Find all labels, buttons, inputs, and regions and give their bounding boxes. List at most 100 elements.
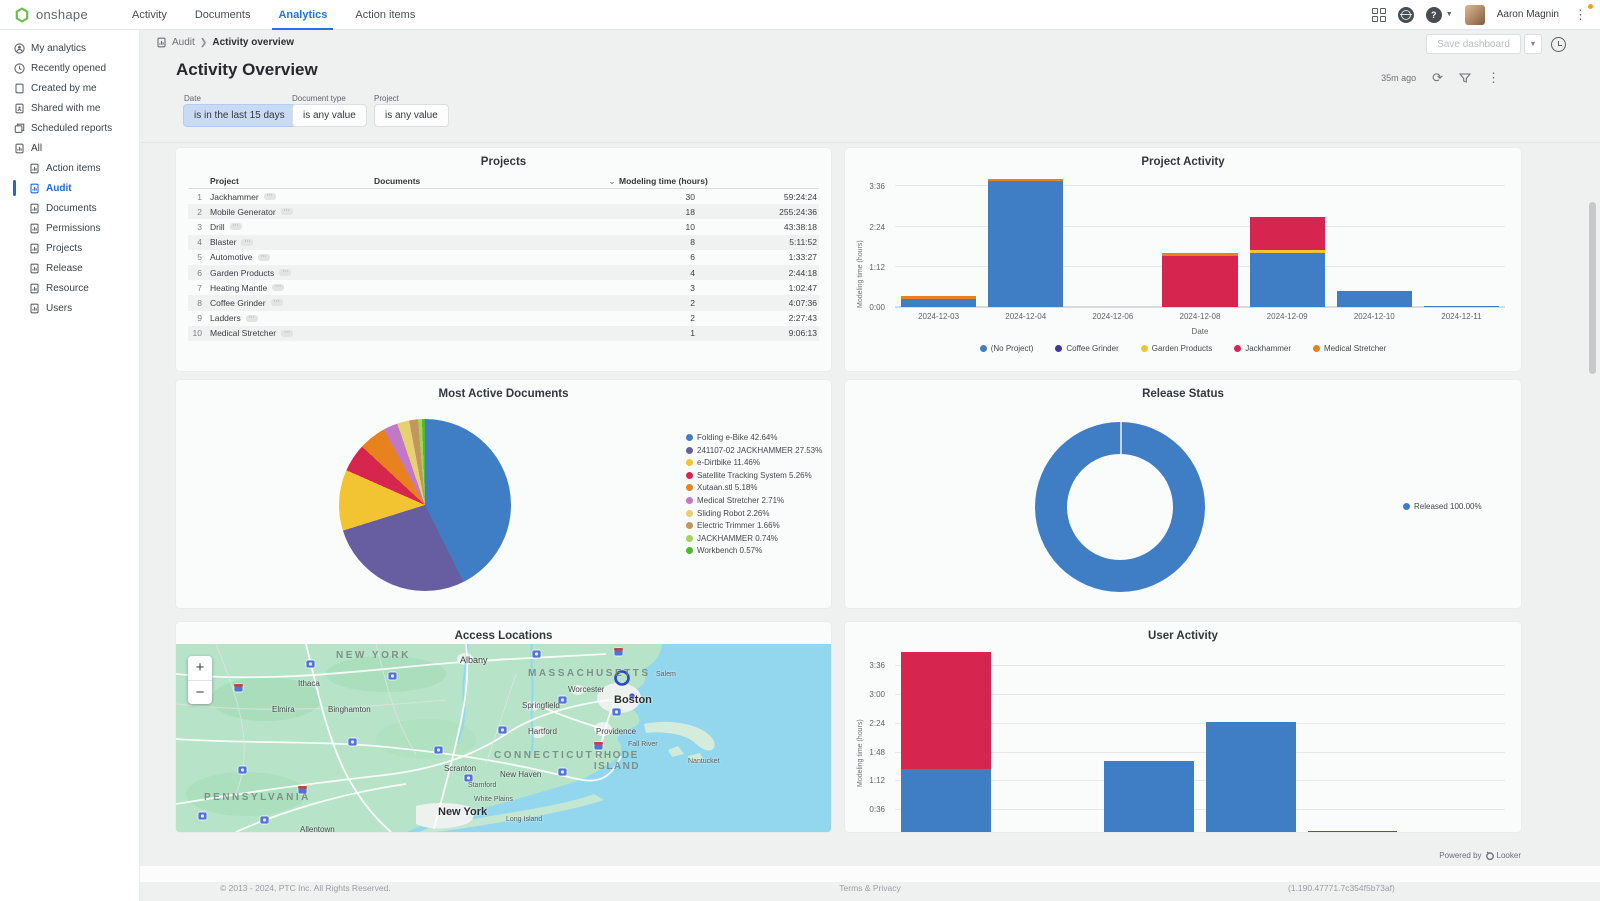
most-active-documents-pie[interactable] bbox=[339, 419, 511, 591]
user-avatar[interactable] bbox=[1464, 4, 1485, 25]
legend-item[interactable]: Xutaan.stl 5.18% bbox=[686, 483, 822, 492]
bar-group[interactable] bbox=[1205, 722, 1296, 832]
map-zoom-in-button[interactable]: + bbox=[188, 656, 212, 681]
col-documents[interactable]: Documents bbox=[374, 176, 421, 186]
filter-chip-date[interactable]: is in the last 15 days bbox=[183, 104, 296, 127]
map-zoom-out-button[interactable]: − bbox=[195, 683, 205, 701]
bar-segment[interactable] bbox=[1249, 249, 1325, 253]
project-menu-icon[interactable]: ⋯ bbox=[270, 299, 283, 307]
filter-chip-document-type[interactable]: is any value bbox=[292, 104, 367, 127]
save-dashboard-button[interactable]: Save dashboard bbox=[1426, 34, 1521, 54]
help-icon[interactable]: ? bbox=[1425, 6, 1442, 23]
filter-chip-project[interactable]: is any value bbox=[374, 104, 449, 127]
refresh-icon[interactable]: ⟳ bbox=[1432, 70, 1443, 85]
sidebar-item-release[interactable]: Release bbox=[0, 258, 139, 278]
footer-terms-link[interactable]: Terms & Privacy bbox=[839, 883, 901, 893]
powered-by-looker[interactable]: Powered by Looker bbox=[1439, 851, 1521, 860]
project-cell[interactable]: Ladders ⋯ bbox=[210, 313, 540, 323]
project-cell[interactable]: Mobile Generator ⋯ bbox=[210, 207, 540, 217]
nav-activity[interactable]: Activity bbox=[132, 8, 167, 21]
bar-segment[interactable] bbox=[1307, 831, 1398, 832]
project-menu-icon[interactable]: ⋯ bbox=[245, 314, 258, 322]
project-menu-icon[interactable]: ⋯ bbox=[229, 223, 242, 231]
project-cell[interactable]: Medical Stretcher ⋯ bbox=[210, 328, 540, 338]
project-name[interactable]: Mobile Generator bbox=[210, 206, 276, 217]
project-cell[interactable]: Heating Mantle ⋯ bbox=[210, 283, 540, 293]
nav-analytics[interactable]: Analytics bbox=[272, 0, 334, 30]
bar-segment[interactable] bbox=[1423, 305, 1499, 307]
dashboard-menu-icon[interactable]: ⋮ bbox=[1487, 70, 1500, 85]
help-caret-icon[interactable]: ▼ bbox=[1445, 11, 1453, 18]
project-name[interactable]: Automotive bbox=[210, 252, 253, 263]
project-menu-icon[interactable]: ⋯ bbox=[280, 208, 293, 216]
overflow-menu-icon[interactable]: ⋮ bbox=[1571, 3, 1593, 23]
bar-segment[interactable] bbox=[901, 651, 991, 770]
legend-item[interactable]: Coffee Grinder bbox=[1055, 344, 1119, 353]
legend-item[interactable]: Released 100.00% bbox=[1403, 502, 1482, 511]
bar-group[interactable] bbox=[1249, 216, 1325, 307]
bar-segment[interactable] bbox=[1162, 255, 1238, 307]
sidebar-item-resource[interactable]: Resource bbox=[0, 278, 139, 298]
sidebar-item-created-by-me[interactable]: Created by me bbox=[0, 78, 139, 98]
apps-grid-icon[interactable] bbox=[1371, 7, 1386, 22]
project-name[interactable]: Blaster bbox=[210, 237, 237, 248]
sidebar-item-all[interactable]: All bbox=[0, 138, 139, 158]
legend-item[interactable]: Electric Trimmer 1.66% bbox=[686, 521, 822, 530]
sidebar-item-projects[interactable]: Projects bbox=[0, 238, 139, 258]
legend-item[interactable]: Jackhammer bbox=[1234, 344, 1291, 353]
sidebar-item-scheduled-reports[interactable]: Scheduled reports bbox=[0, 118, 139, 138]
user-activity-plot[interactable] bbox=[895, 646, 1505, 832]
legend-item[interactable]: Workbench 0.57% bbox=[686, 546, 822, 555]
project-cell[interactable]: Drill ⋯ bbox=[210, 222, 540, 232]
access-marker-cluster[interactable] bbox=[614, 670, 630, 686]
project-cell[interactable]: Blaster ⋯ bbox=[210, 237, 540, 247]
sidebar-item-recently-opened[interactable]: Recently opened bbox=[0, 58, 139, 78]
bar-group[interactable] bbox=[901, 651, 991, 832]
project-name[interactable]: Jackhammer bbox=[210, 191, 259, 202]
access-marker-point[interactable] bbox=[628, 692, 636, 700]
bar-segment[interactable] bbox=[1104, 760, 1194, 832]
globe-icon[interactable] bbox=[1397, 6, 1414, 23]
bar-group[interactable] bbox=[1423, 305, 1499, 307]
project-name[interactable]: Ladders bbox=[210, 313, 241, 324]
bar-segment[interactable] bbox=[1205, 722, 1296, 832]
legend-item[interactable]: Satellite Tracking System 5.26% bbox=[686, 471, 822, 480]
sidebar-item-action-items[interactable]: Action items bbox=[0, 158, 139, 178]
nav-documents[interactable]: Documents bbox=[194, 8, 251, 21]
sidebar-item-permissions[interactable]: Permissions bbox=[0, 218, 139, 238]
project-menu-icon[interactable]: ⋯ bbox=[257, 253, 270, 261]
schedule-icon[interactable] bbox=[1551, 36, 1566, 52]
project-name[interactable]: Medical Stretcher bbox=[210, 328, 277, 339]
col-project[interactable]: Project bbox=[210, 176, 239, 186]
bar-group[interactable] bbox=[1104, 760, 1194, 832]
bar-group[interactable] bbox=[1307, 831, 1398, 832]
bar-group[interactable] bbox=[1162, 253, 1238, 307]
project-name[interactable]: Heating Mantle bbox=[210, 282, 268, 293]
sidebar-item-shared-with-me[interactable]: Shared with me bbox=[0, 98, 139, 118]
project-cell[interactable]: Jackhammer ⋯ bbox=[210, 192, 540, 202]
nav-action-items[interactable]: Action items bbox=[355, 8, 416, 21]
release-status-donut[interactable] bbox=[1035, 422, 1205, 592]
project-menu-icon[interactable]: ⋯ bbox=[279, 269, 292, 277]
legend-item[interactable]: 241107-02 JACKHAMMER 27.53% bbox=[686, 446, 822, 455]
bar-group[interactable] bbox=[901, 296, 977, 307]
project-name[interactable]: Garden Products bbox=[210, 267, 275, 278]
bar-group[interactable] bbox=[1336, 291, 1412, 307]
project-menu-icon[interactable]: ⋯ bbox=[263, 193, 276, 201]
legend-item[interactable]: e-Dirtbike 11.46% bbox=[686, 458, 822, 467]
bar-segment[interactable] bbox=[901, 299, 977, 307]
project-activity-plot[interactable] bbox=[895, 174, 1505, 308]
breadcrumb-root[interactable]: Audit bbox=[172, 37, 195, 48]
project-cell[interactable]: Coffee Grinder ⋯ bbox=[210, 298, 540, 308]
sort-desc-icon[interactable]: ⌄ bbox=[608, 175, 616, 186]
access-locations-map[interactable]: NEW YORK MASSACHUSETTS CONNECTICUT RHODE IS… bbox=[176, 644, 831, 832]
legend-item[interactable]: Medical Stretcher 2.71% bbox=[686, 496, 822, 505]
sidebar-item-users[interactable]: Users bbox=[0, 298, 139, 318]
bar-segment[interactable] bbox=[1249, 252, 1325, 307]
legend-item[interactable]: Medical Stretcher bbox=[1313, 344, 1386, 353]
project-menu-icon[interactable]: ⋯ bbox=[281, 329, 294, 337]
bar-segment[interactable] bbox=[901, 296, 977, 300]
bar-segment[interactable] bbox=[988, 180, 1064, 307]
bar-segment[interactable] bbox=[988, 178, 1064, 181]
legend-item[interactable]: JACKHAMMER 0.74% bbox=[686, 534, 822, 543]
